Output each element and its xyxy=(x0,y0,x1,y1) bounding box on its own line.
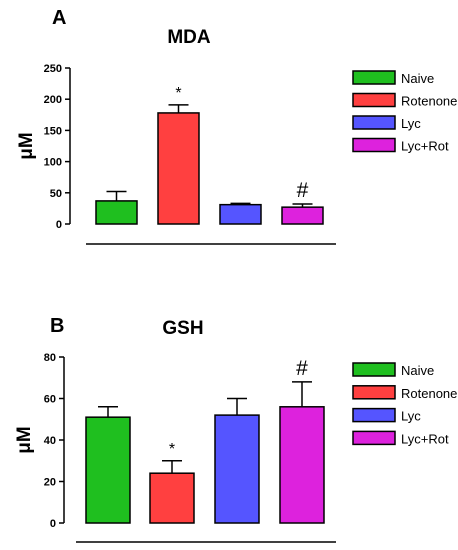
bar xyxy=(149,472,195,524)
chart-title: GSH xyxy=(162,318,203,339)
y-tick-label: 200 xyxy=(44,94,62,106)
y-tick-label: 40 xyxy=(44,435,56,447)
bar xyxy=(157,112,200,225)
significance-marker: * xyxy=(175,85,181,102)
significance-marker: # xyxy=(297,179,309,202)
significance-marker: * xyxy=(169,441,175,458)
bar xyxy=(279,406,325,524)
legend-label: Naive xyxy=(401,363,434,378)
y-axis: 0 20 40 60 80 xyxy=(44,352,336,543)
y-tick-label: 0 xyxy=(56,219,62,231)
legend-label: Lyc xyxy=(401,116,421,131)
y-axis-label: μM xyxy=(14,426,35,453)
legend-swatch xyxy=(352,137,396,153)
y-axis-label: μM xyxy=(16,132,37,159)
y-tick-label: 80 xyxy=(44,352,56,364)
legend-swatch xyxy=(352,385,396,400)
bar xyxy=(214,414,260,524)
panel-letter: A xyxy=(52,7,66,29)
y-tick-label: 150 xyxy=(44,125,62,137)
legend: Naive Rotenone Lyc Lyc+Rot xyxy=(352,362,457,446)
legend-label: Lyc+Rot xyxy=(401,139,449,154)
y-tick-label: 250 xyxy=(44,63,62,75)
bars: *# xyxy=(85,357,325,524)
legend-swatch xyxy=(352,362,396,377)
legend-label: Lyc xyxy=(401,409,421,424)
legend-label: Rotenone xyxy=(401,386,457,401)
y-tick-label: 20 xyxy=(44,477,56,489)
chart-title: MDA xyxy=(167,27,211,48)
legend-label: Naive xyxy=(401,71,434,86)
legend-swatch xyxy=(352,407,396,423)
legend-label: Lyc+Rot xyxy=(401,431,449,446)
significance-marker: # xyxy=(296,357,308,380)
y-tick-label: 100 xyxy=(44,157,62,169)
legend-swatch xyxy=(352,70,396,85)
bar xyxy=(85,416,131,524)
legend: Naive Rotenone Lyc Lyc+Rot xyxy=(352,70,457,154)
bar xyxy=(95,200,138,225)
legend-swatch xyxy=(352,115,396,130)
y-tick-label: 60 xyxy=(44,394,56,406)
legend-swatch xyxy=(352,430,396,446)
bar xyxy=(281,206,324,225)
bar xyxy=(219,203,262,225)
bars: *# xyxy=(95,85,324,225)
y-tick-label: 0 xyxy=(50,518,56,530)
y-axis: 0 50 100 150 200 250 xyxy=(44,63,336,245)
y-tick-label: 50 xyxy=(50,188,62,200)
legend-swatch xyxy=(352,92,396,108)
panel-letter: B xyxy=(50,315,64,337)
legend-label: Rotenone xyxy=(401,94,457,109)
